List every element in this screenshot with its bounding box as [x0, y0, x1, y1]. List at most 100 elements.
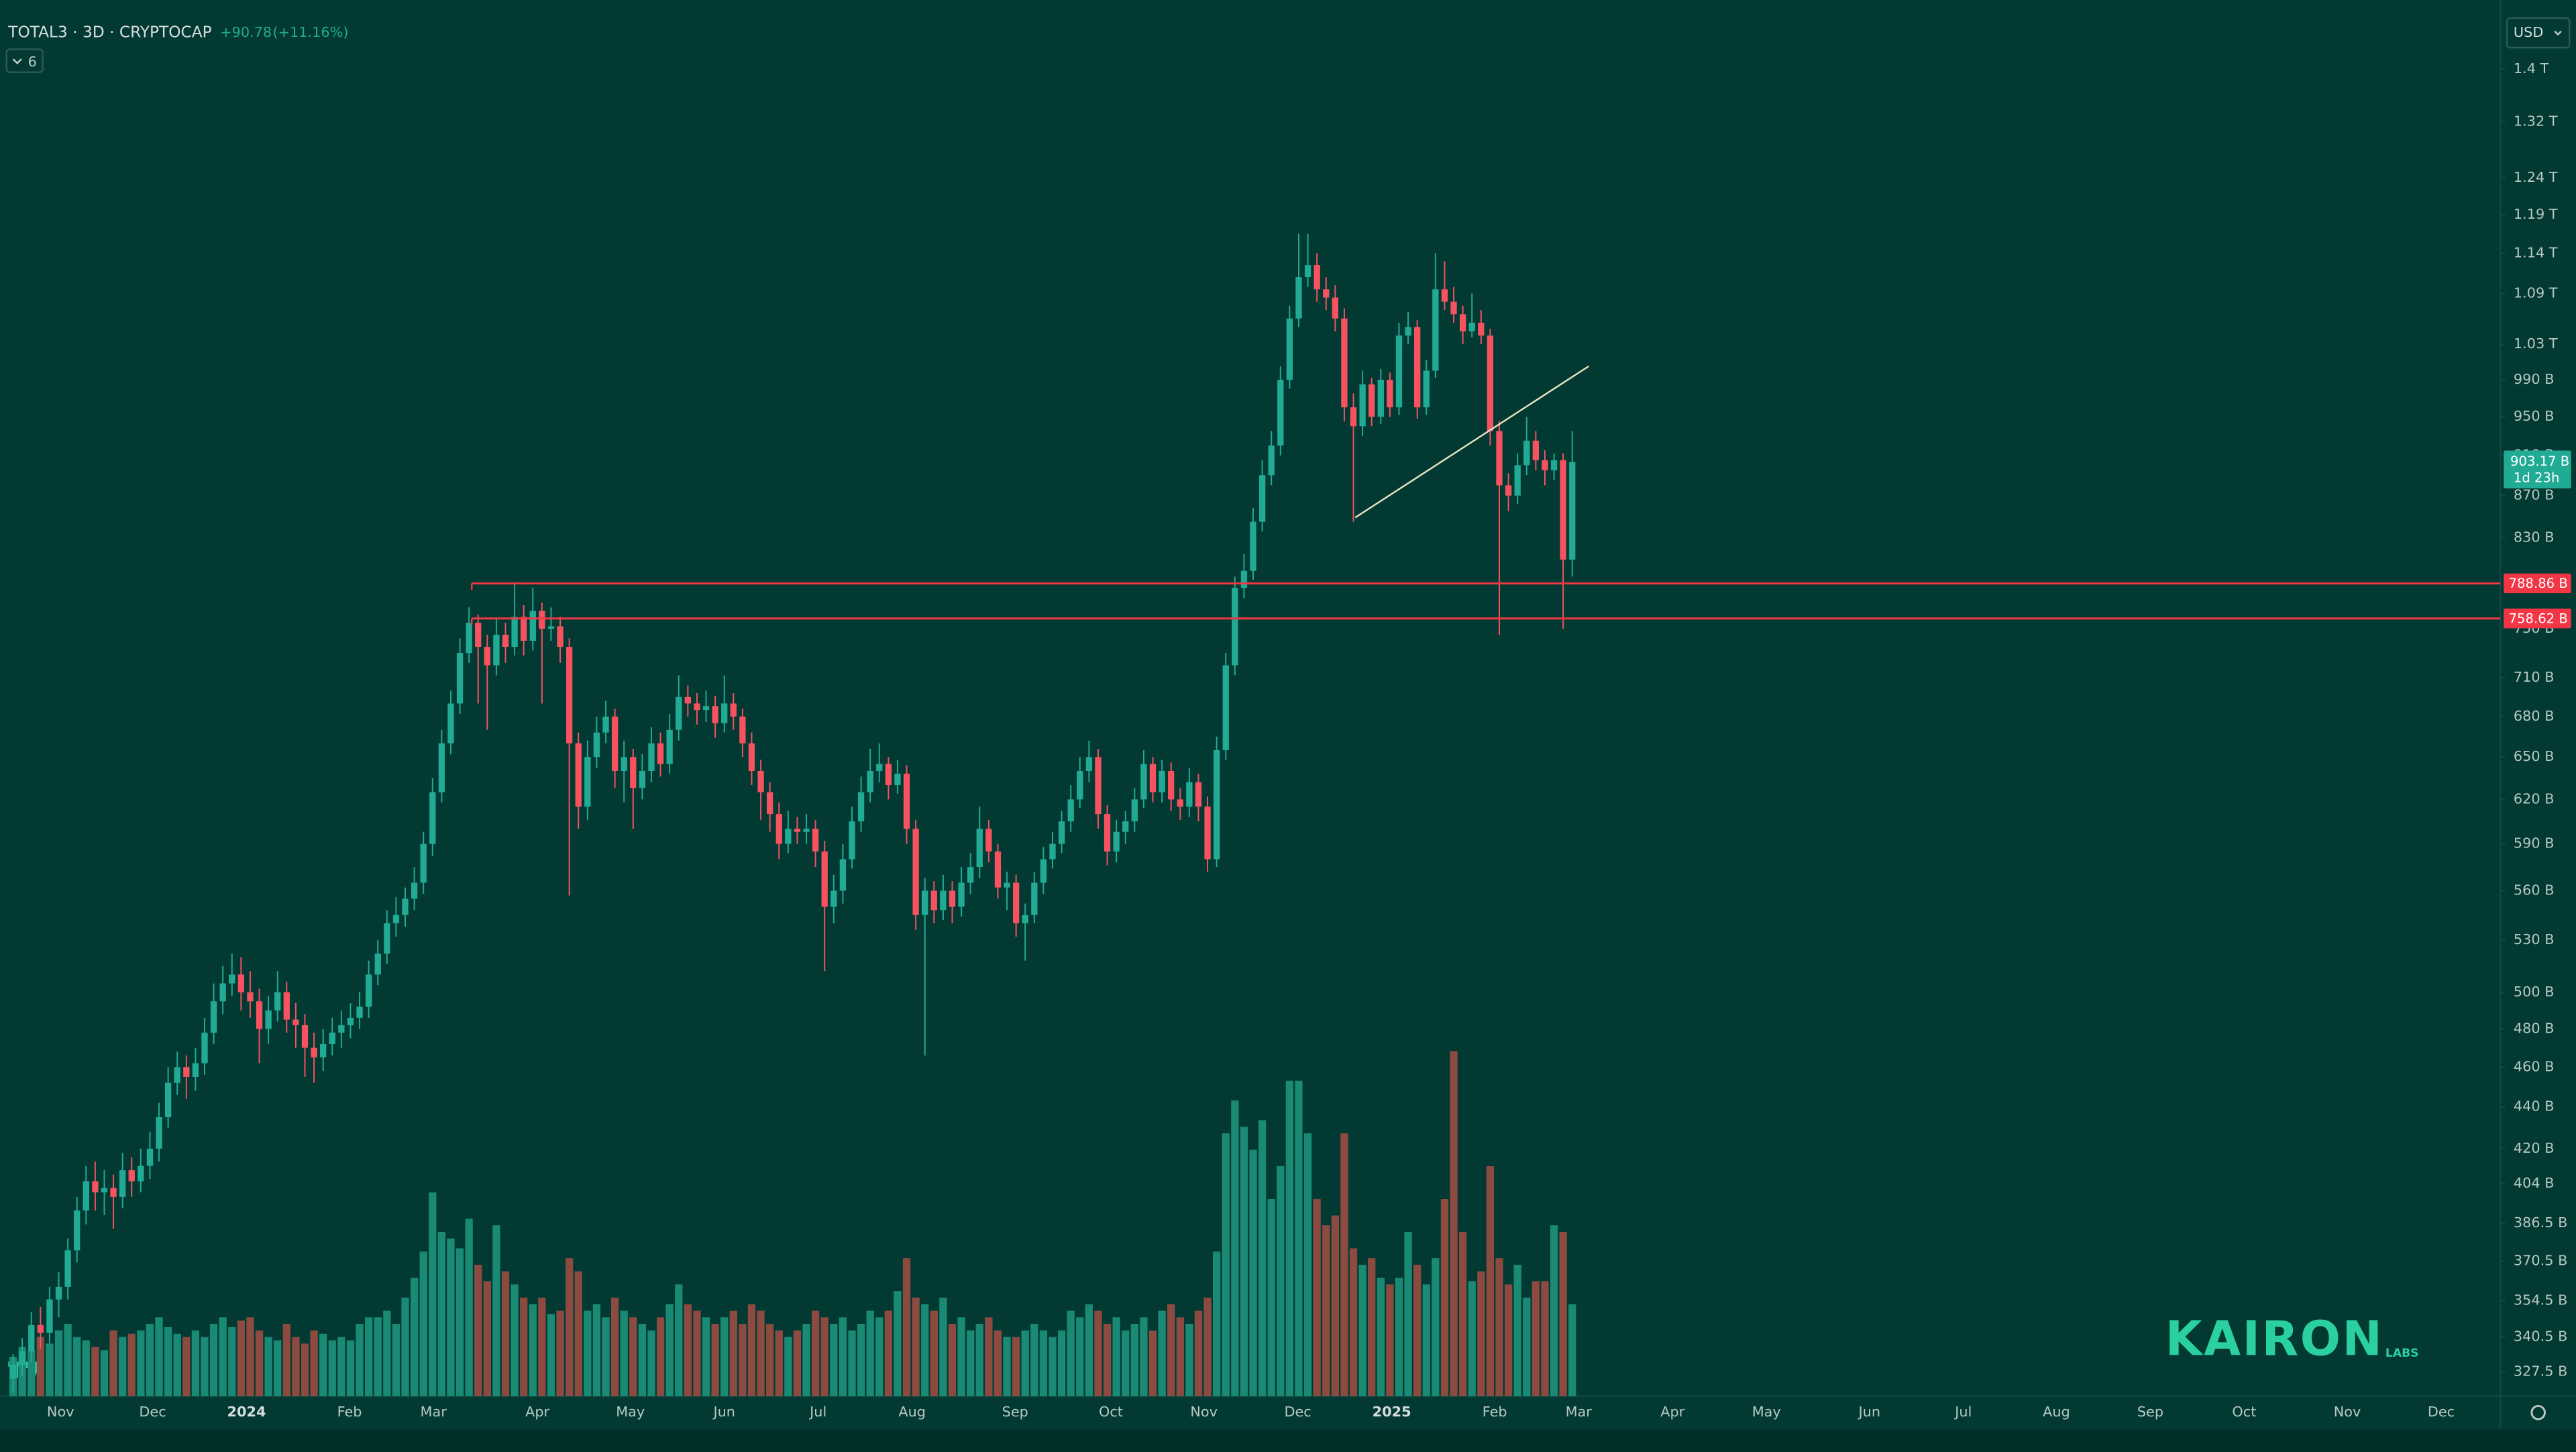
- candle-body: [1113, 831, 1120, 852]
- candle-body: [857, 792, 865, 822]
- candle-body: [1240, 570, 1248, 588]
- x-tick-label: Nov: [2334, 1404, 2361, 1420]
- volume-bar: [811, 1310, 820, 1396]
- volume-bar: [119, 1337, 127, 1396]
- candle-body: [1177, 799, 1183, 807]
- volume-bar: [209, 1324, 218, 1396]
- volume-bar: [684, 1304, 692, 1396]
- y-tick-label: 1.14 T: [2514, 244, 2558, 260]
- volume-bar: [1085, 1304, 1093, 1396]
- volume-bar: [574, 1271, 582, 1396]
- x-tick-label: Oct: [2232, 1404, 2256, 1420]
- candle-body: [1395, 335, 1403, 408]
- indicator-toggle[interactable]: [5, 48, 44, 73]
- candle-body: [329, 1033, 335, 1044]
- candle-body: [1441, 289, 1448, 302]
- x-tick-label: Apr: [1660, 1404, 1684, 1420]
- x-tick-label: Jun: [712, 1404, 735, 1420]
- candle-body: [976, 829, 983, 868]
- volume-bar: [155, 1317, 163, 1396]
- volume-bar: [739, 1324, 747, 1396]
- change-pct: (+11.16%): [273, 24, 349, 40]
- volume-bar: [1057, 1330, 1066, 1396]
- candle-body: [1031, 882, 1038, 915]
- volume-bar: [447, 1238, 455, 1396]
- candle-body: [1532, 440, 1540, 460]
- volume-bar: [1222, 1133, 1230, 1396]
- candle-body: [301, 1025, 309, 1048]
- candle-body: [1478, 322, 1485, 336]
- candle-body: [903, 774, 910, 829]
- candle-body: [1277, 379, 1284, 446]
- volume-bar: [1021, 1330, 1029, 1396]
- volume-bar: [1395, 1278, 1403, 1396]
- volume-bar: [182, 1337, 191, 1396]
- volume-bar: [282, 1324, 290, 1396]
- volume-bar: [975, 1324, 983, 1396]
- volume-bar: [711, 1324, 719, 1396]
- volume-bar: [656, 1317, 665, 1396]
- candle-body: [794, 829, 801, 832]
- chevron-icon: [12, 58, 22, 64]
- volume-bar: [310, 1330, 318, 1396]
- candle-body: [1258, 475, 1266, 522]
- volume-bar: [410, 1278, 419, 1396]
- volume-bar: [1358, 1264, 1366, 1396]
- volume-bar: [665, 1304, 674, 1396]
- volume-bar: [1477, 1271, 1485, 1396]
- volume-bar: [1468, 1281, 1476, 1396]
- candle-body: [557, 626, 564, 647]
- volume-bar: [1541, 1281, 1549, 1396]
- candle-body: [138, 1165, 144, 1182]
- candle-body: [420, 843, 427, 883]
- volume-bar: [1030, 1324, 1038, 1396]
- currency-button[interactable]: [2506, 17, 2571, 49]
- volume-bar: [1267, 1199, 1275, 1396]
- volume-bar: [1303, 1133, 1312, 1396]
- watermark: KAIRON: [2165, 1311, 2384, 1367]
- volume-bar: [1158, 1310, 1166, 1396]
- candle-body: [210, 1001, 217, 1033]
- x-tick-label: 2025: [1373, 1404, 1411, 1420]
- candle-body: [411, 882, 418, 899]
- volume-bar: [1340, 1133, 1348, 1396]
- y-tick-label: 340.5 B: [2514, 1328, 2567, 1344]
- volume-bar: [328, 1340, 336, 1396]
- candle-body: [1350, 407, 1357, 427]
- volume-bar: [73, 1337, 81, 1396]
- candle-body: [1295, 277, 1302, 319]
- volume-bar: [1277, 1166, 1285, 1396]
- volume-bar: [921, 1304, 929, 1396]
- volume-bar: [1231, 1100, 1239, 1396]
- candle-body: [128, 1170, 135, 1182]
- volume-bar: [474, 1264, 482, 1396]
- candle-body: [55, 1286, 62, 1300]
- settings-icon[interactable]: [2530, 1404, 2546, 1420]
- candle-body: [748, 743, 755, 771]
- volume-bar: [100, 1350, 109, 1396]
- volume-bar: [465, 1218, 473, 1396]
- volume-bar: [1532, 1281, 1540, 1396]
- candle-body: [676, 696, 682, 730]
- candle-body: [547, 626, 555, 629]
- candle-body: [1085, 757, 1093, 771]
- volume-bar: [830, 1324, 838, 1396]
- volume-bar: [1568, 1304, 1576, 1396]
- volume-bar: [866, 1310, 874, 1396]
- candle-body: [1168, 770, 1175, 800]
- volume-bar: [274, 1340, 282, 1396]
- candle-body: [1095, 757, 1102, 815]
- candle-body: [1468, 322, 1475, 331]
- x-tick-label: Mar: [1566, 1404, 1593, 1420]
- candle-body: [1560, 460, 1566, 560]
- y-tick-label: 1.32 T: [2514, 113, 2558, 129]
- candle-body: [1250, 521, 1256, 571]
- volume-bar: [702, 1317, 710, 1396]
- x-tick-label: Nov: [47, 1404, 74, 1420]
- volume-bar: [1295, 1080, 1303, 1396]
- candle-body: [739, 716, 746, 743]
- volume-bar: [1313, 1199, 1321, 1396]
- candle-body: [1387, 379, 1393, 408]
- candle-body: [292, 1019, 299, 1025]
- candle-body: [621, 757, 627, 771]
